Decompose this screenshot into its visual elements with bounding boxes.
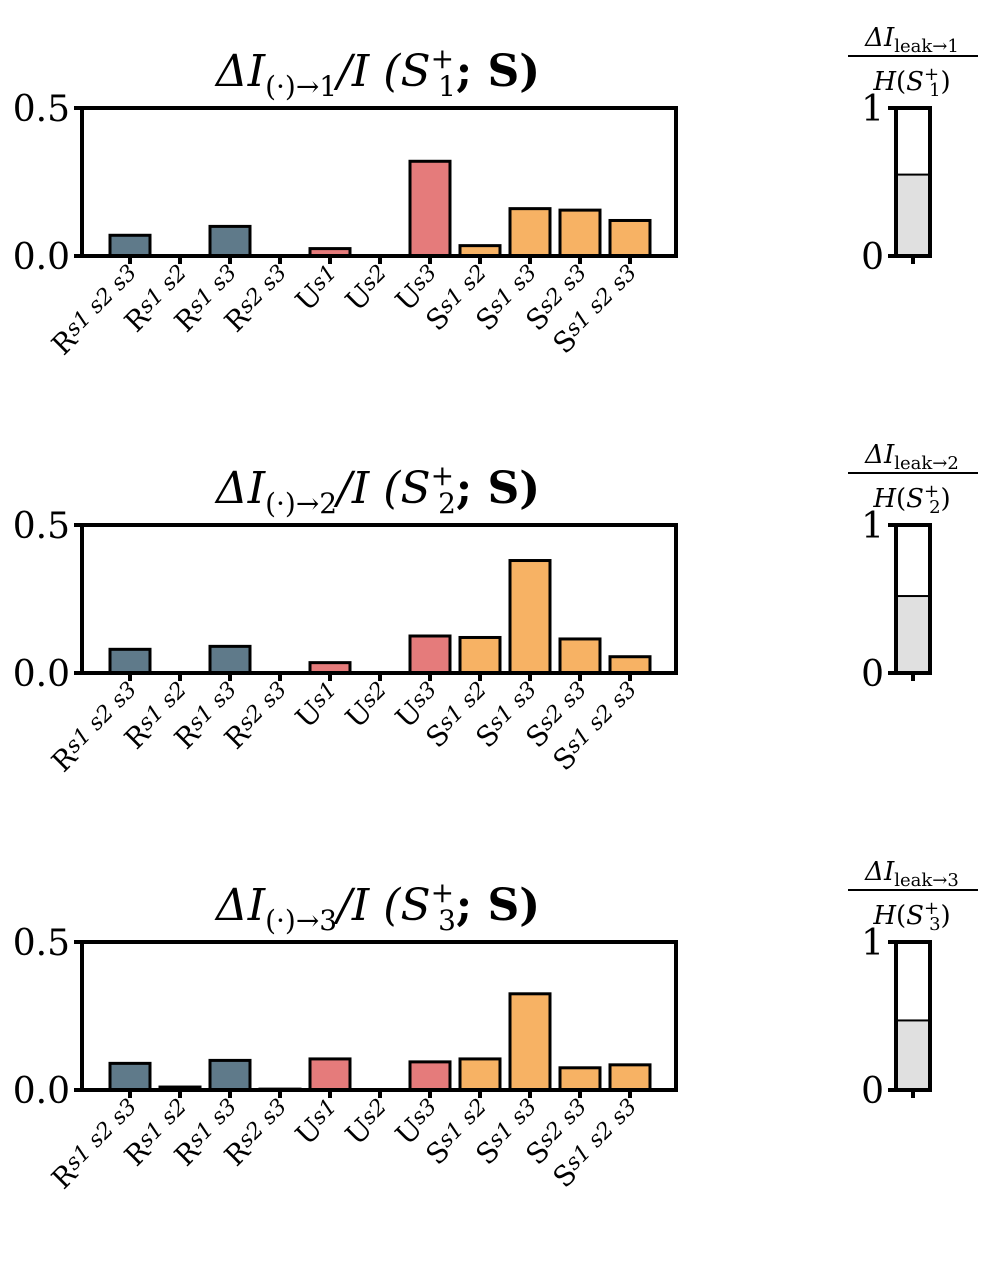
y-tick-label: 0.0 bbox=[13, 237, 70, 278]
y-tick-label: 0.5 bbox=[13, 923, 70, 964]
bar-synergy bbox=[508, 559, 552, 675]
bar-unique bbox=[408, 159, 452, 258]
y-tick-label: 0.0 bbox=[13, 654, 70, 695]
bar-redundancy bbox=[208, 1058, 252, 1092]
x-tick-label: Us1 bbox=[289, 1094, 347, 1152]
bar-synergy bbox=[608, 1063, 652, 1092]
leak-y-tick-label: 0 bbox=[861, 654, 884, 695]
bar-synergy bbox=[558, 1066, 602, 1092]
bar-synergy bbox=[458, 635, 502, 675]
bar-unique bbox=[408, 634, 452, 675]
leak-label-denominator: H(S+ 3) bbox=[872, 898, 950, 935]
x-tick-label: Us2 bbox=[339, 1094, 397, 1152]
bar-redundancy bbox=[108, 647, 152, 675]
leak-bar bbox=[895, 173, 931, 258]
bar-redundancy bbox=[108, 233, 152, 258]
leak-y-tick-label: 0 bbox=[861, 1071, 884, 1112]
y-tick-label: 0.0 bbox=[13, 1071, 70, 1112]
leak-label-numerator: ΔIleak→2 bbox=[864, 440, 959, 474]
panel-title: ΔI(·)→3/I (S+ 3; S) bbox=[214, 876, 540, 937]
y-tick-label: 0.5 bbox=[13, 89, 70, 130]
bar-synergy bbox=[508, 992, 552, 1092]
bar-synergy bbox=[608, 655, 652, 675]
bar-redundancy bbox=[108, 1061, 152, 1092]
bar-redundancy bbox=[208, 224, 252, 258]
bar-unique bbox=[308, 1057, 352, 1092]
panel-title: ΔI(·)→1/I (S+ 1; S) bbox=[214, 42, 540, 103]
bar-synergy bbox=[608, 218, 652, 258]
bar-synergy bbox=[508, 207, 552, 258]
leak-y-tick-label: 1 bbox=[861, 923, 884, 964]
bar-synergy bbox=[558, 208, 602, 258]
leak-label-numerator: ΔIleak→1 bbox=[864, 23, 959, 57]
bar-synergy bbox=[458, 1057, 502, 1092]
y-tick-label: 0.5 bbox=[13, 506, 70, 547]
leak-label-denominator: H(S+ 2) bbox=[872, 481, 950, 518]
bar-redundancy bbox=[208, 644, 252, 675]
x-tick-label: Us1 bbox=[289, 260, 347, 318]
leak-bar bbox=[895, 1019, 931, 1091]
leak-y-tick-label: 0 bbox=[861, 237, 884, 278]
bar-unique bbox=[408, 1060, 452, 1092]
leak-bar bbox=[895, 595, 931, 674]
x-tick-label: Us2 bbox=[339, 677, 397, 735]
leak-y-tick-label: 1 bbox=[861, 89, 884, 130]
leak-label-numerator: ΔIleak→3 bbox=[864, 857, 959, 891]
leak-label-denominator: H(S+ 1) bbox=[872, 64, 950, 101]
bar-synergy bbox=[558, 637, 602, 675]
x-tick-label: Us2 bbox=[339, 260, 397, 318]
x-tick-label: Us1 bbox=[289, 677, 347, 735]
panel-title: ΔI(·)→2/I (S+ 2; S) bbox=[214, 459, 540, 520]
leak-y-tick-label: 1 bbox=[861, 506, 884, 547]
